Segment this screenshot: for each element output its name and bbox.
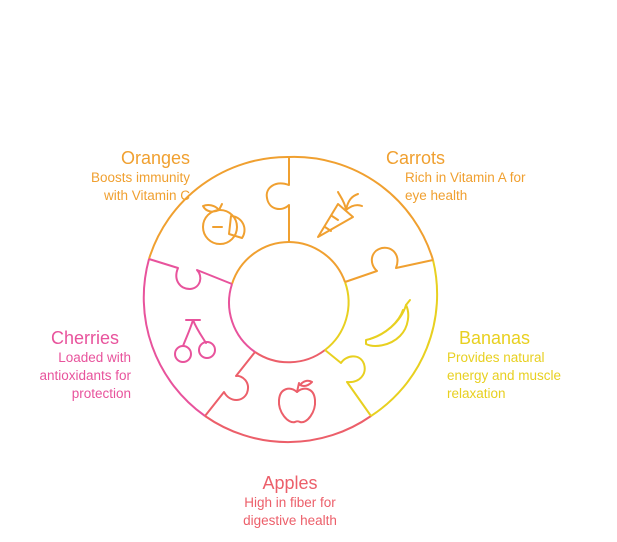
cherries-title: Cherries [50,328,119,348]
separator-right [344,246,434,283]
carrot-icon [317,191,363,238]
inner-arc-carrots [288,241,346,283]
inner-arc-bananas [324,281,350,351]
bananas-desc-line-1: Provides natural [447,350,545,365]
inner-arc-cherries [228,283,256,353]
orange-icon [202,203,246,245]
ring-arc-oranges [148,155,290,260]
separator-lower-right [324,349,372,417]
puzzle-separators [148,157,434,417]
apples-title: Apples [262,473,318,493]
oranges-desc-line-2: with Vitamin C [103,188,190,203]
apples-desc-line-1: High in fiber for [244,495,336,510]
inner-ring [228,241,350,364]
cherries-desc-line-1: Loaded with [58,350,131,365]
ring-arc-cherries [142,258,206,417]
segment-oranges: Oranges Boosts immunity with Vitamin C [40,147,190,205]
oranges-desc-line-1: Boosts immunity [90,170,190,185]
cherry-icon [174,319,216,363]
cherries-desc-line-2: antioxidants for [39,368,131,383]
carrots-title: Carrots [386,148,446,168]
segment-carrots: Carrots Rich in Vitamin A for eye health [386,147,586,205]
apples-desc-line-2: digestive health [243,513,337,528]
separator-top [265,157,290,242]
separator-lower-left [204,351,256,417]
bananas-desc-line-2: energy and muscle [447,368,562,383]
bananas-desc-line-3: relaxation [447,386,506,401]
banana-icon [365,299,411,347]
segment-bananas: Bananas Provides natural energy and musc… [447,327,612,403]
apple-icon [277,379,317,424]
inner-arc-oranges [231,241,290,285]
ring-arc-bananas [370,259,439,417]
segment-apples: Apples High in fiber for digestive healt… [220,472,360,530]
outer-ring [142,155,439,444]
separator-left [148,258,233,290]
inner-arc-apples [254,349,326,364]
segment-cherries: Cherries Loaded with antioxidants for pr… [10,327,131,403]
ring-arc-apples [204,415,372,444]
ring-arc-carrots [288,155,434,261]
carrots-desc-line-1: Rich in Vitamin A for [405,170,526,185]
oranges-title: Oranges [120,148,190,168]
carrots-desc-line-2: eye health [405,188,468,203]
bananas-title: Bananas [459,328,531,348]
cherries-desc-line-3: protection [71,386,131,401]
